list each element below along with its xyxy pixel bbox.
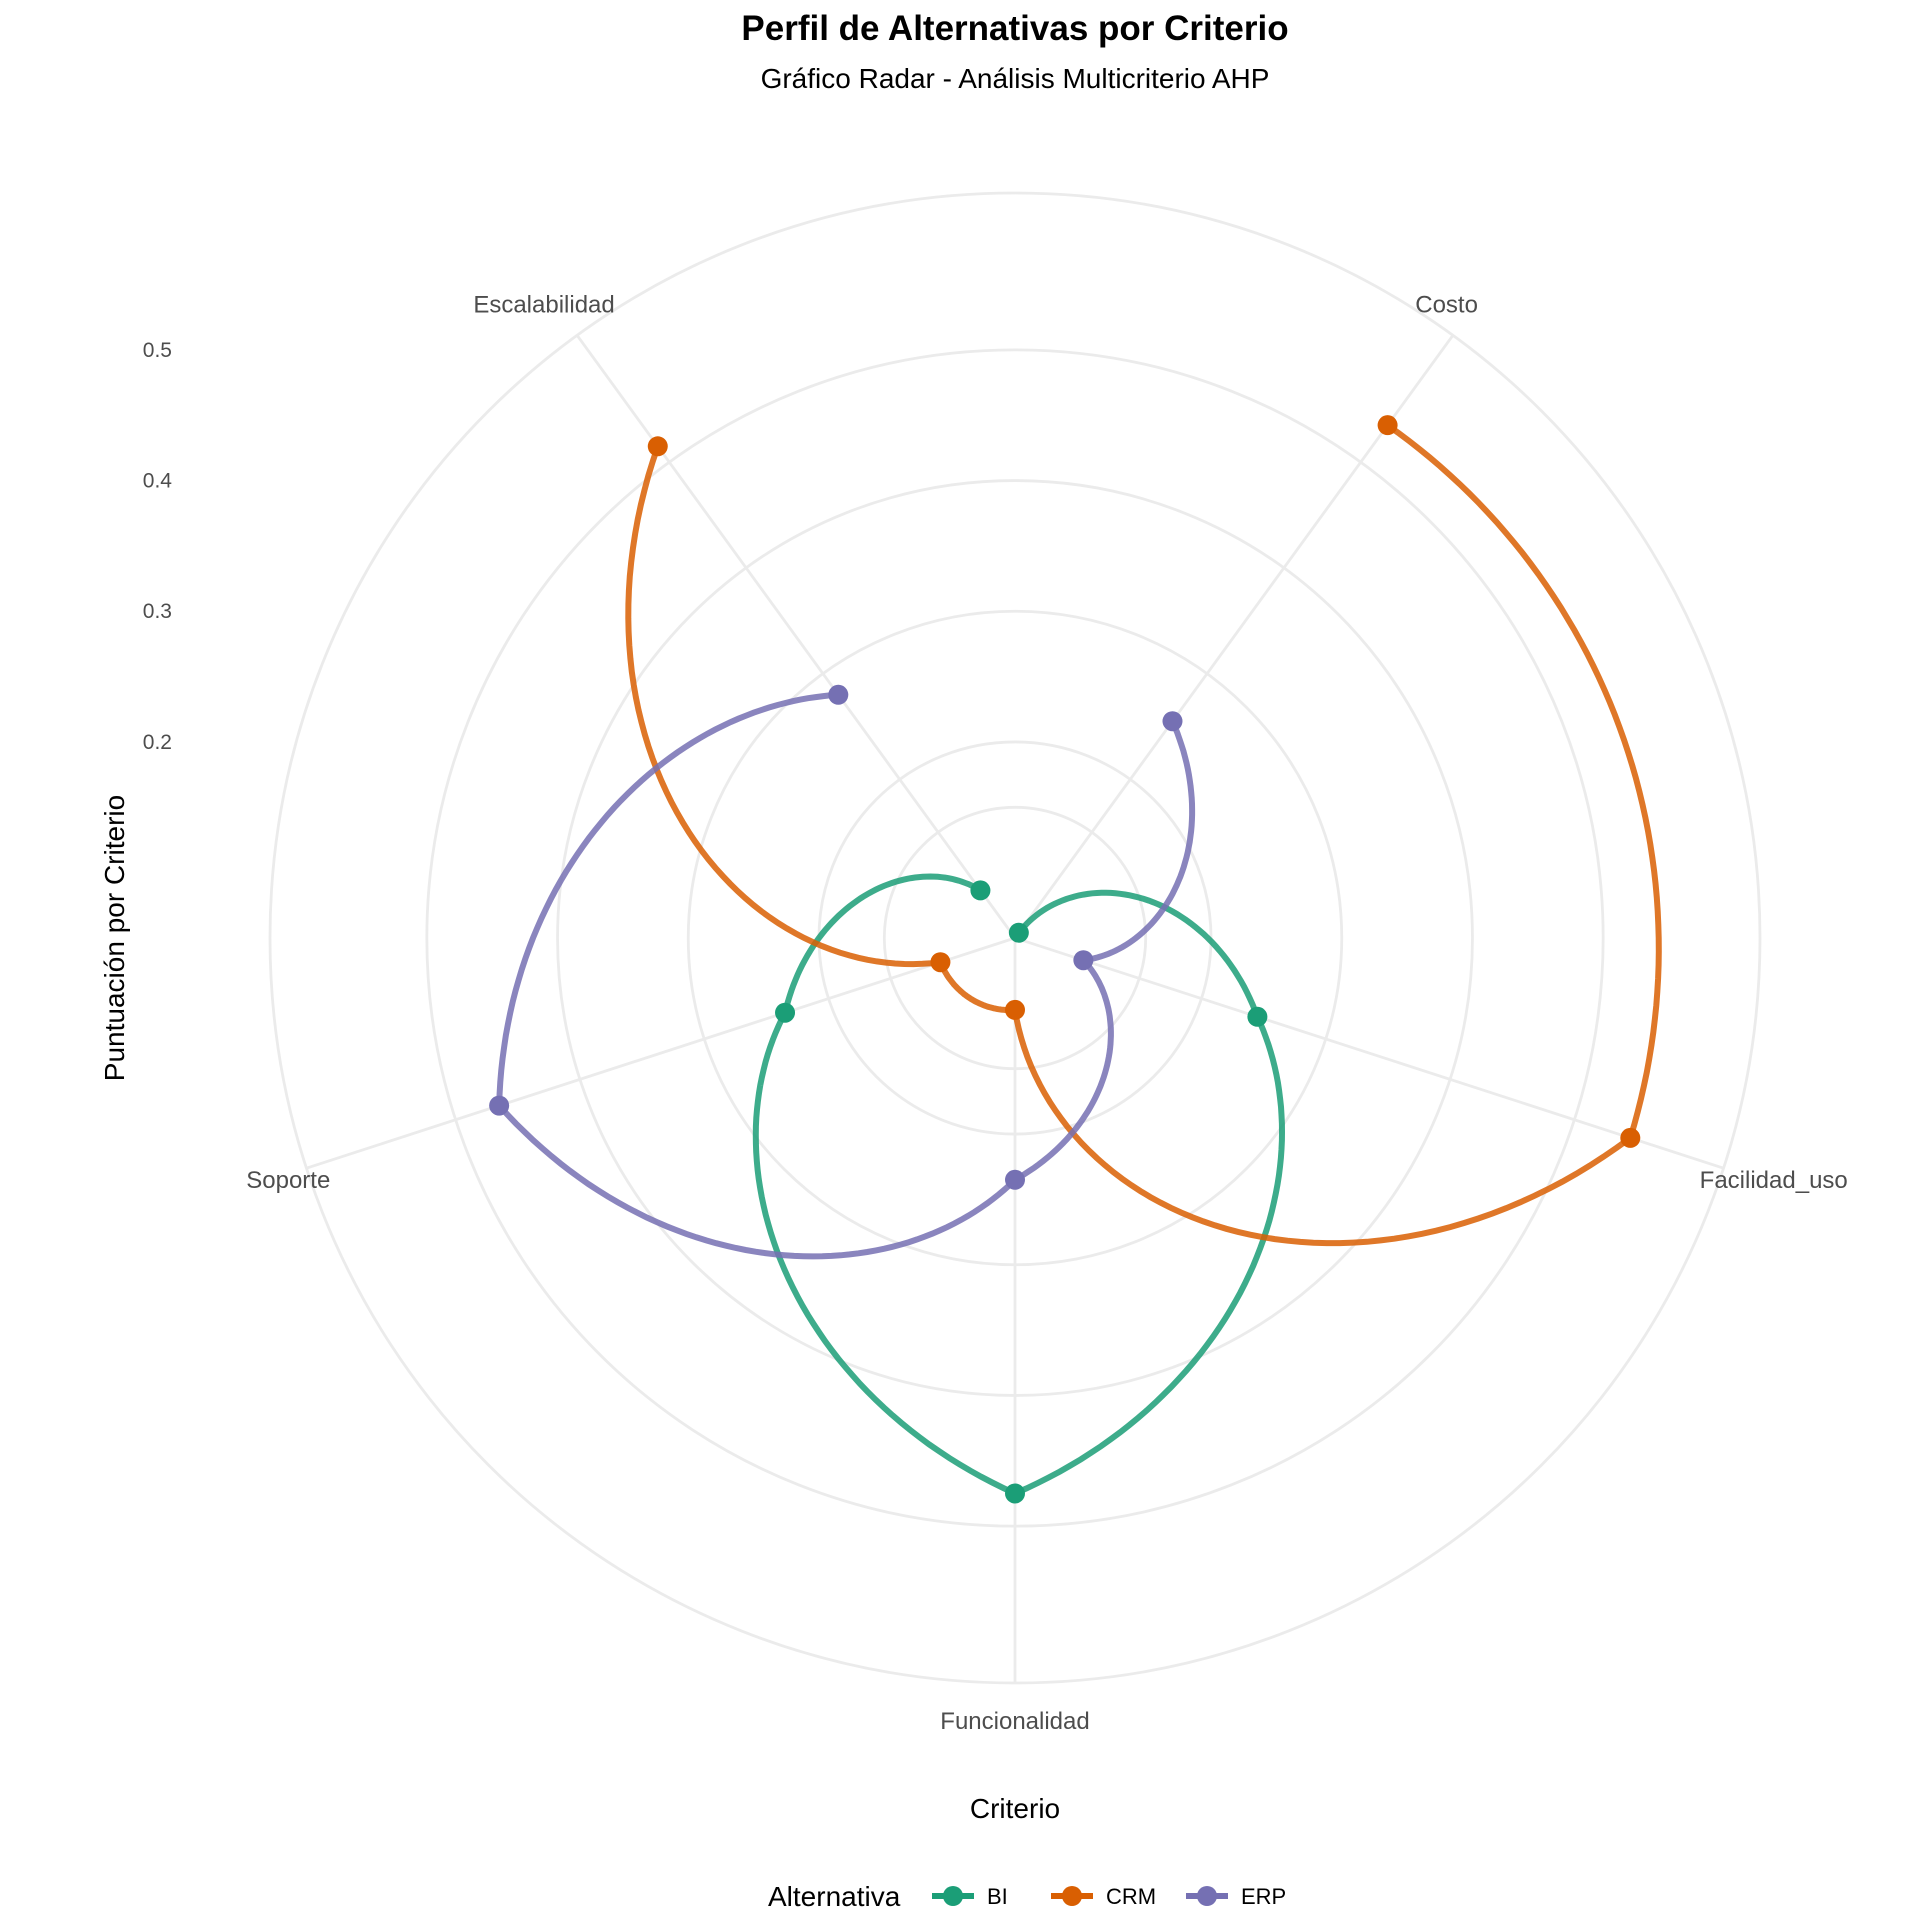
point-bi-escalabilidad — [970, 880, 991, 901]
radial-tick-label: 0.5 — [143, 339, 172, 362]
spoke-soporte — [306, 936, 1016, 1170]
legend-key-point — [943, 1886, 963, 1906]
point-erp-costo — [1162, 711, 1183, 732]
chart-title: Perfil de Alternativas por Criterio — [741, 9, 1288, 48]
point-erp-facilidad_uso — [1073, 950, 1094, 971]
chart-subtitle: Gráfico Radar - Análisis Multicriterio A… — [761, 63, 1270, 94]
legend-label: CRM — [1106, 1884, 1156, 1909]
series-bi — [752, 873, 1286, 1504]
legend-key-point — [1197, 1886, 1217, 1906]
legend-items: BI CRM ERP — [932, 1884, 1286, 1909]
category-label-escalabilidad: Escalabilidad — [473, 292, 614, 319]
legend-title: Alternativa — [768, 1881, 901, 1912]
legend-item-crm: CRM — [1051, 1884, 1156, 1909]
category-label-facilidad_uso: Facilidad_uso — [1700, 1167, 1848, 1194]
legend: Alternativa BI CRM ERP — [768, 1881, 1286, 1912]
series-erp — [489, 684, 1196, 1260]
spoke-costo — [1013, 334, 1455, 939]
point-crm-costo — [1377, 415, 1398, 436]
point-bi-funcionalidad — [1005, 1483, 1025, 1504]
point-crm-escalabilidad — [647, 436, 668, 457]
point-erp-funcionalidad — [1005, 1169, 1025, 1190]
series-line-erp — [496, 691, 1196, 1260]
radial-tick-label: 0.4 — [143, 470, 173, 493]
spoke-facilidad_uso — [1014, 936, 1724, 1170]
radar-grid — [268, 191, 1762, 1685]
category-labels: Costo Facilidad_uso Funcionalidad Soporte Es… — [246, 292, 1848, 1735]
legend-key-point — [1062, 1886, 1082, 1906]
series-line-crm — [625, 422, 1662, 1247]
point-bi-soporte — [775, 1002, 796, 1023]
radial-tick-label: 0.3 — [143, 600, 172, 623]
point-crm-facilidad_uso — [1620, 1127, 1641, 1148]
radial-tick-label: 0.2 — [143, 731, 172, 754]
legend-label: BI — [987, 1884, 1008, 1909]
series-layer — [489, 415, 1662, 1504]
spoke-escalabilidad — [575, 334, 1017, 939]
point-bi-costo — [1008, 922, 1029, 943]
point-erp-escalabilidad — [828, 684, 849, 705]
point-bi-facilidad_uso — [1247, 1006, 1268, 1027]
legend-item-bi: BI — [932, 1884, 1008, 1909]
category-label-funcionalidad: Funcionalidad — [940, 1708, 1089, 1735]
point-crm-soporte — [930, 952, 951, 973]
point-erp-soporte — [489, 1095, 510, 1116]
legend-label: ERP — [1241, 1884, 1286, 1909]
point-crm-funcionalidad — [1005, 999, 1025, 1020]
x-axis-title: Criterio — [970, 1793, 1060, 1824]
legend-item-erp: ERP — [1186, 1884, 1286, 1909]
category-label-soporte: Soporte — [246, 1167, 330, 1194]
radial-tick-labels: 0.2 0.3 0.4 0.5 — [143, 339, 173, 754]
y-axis-title: Puntuación por Criterio — [99, 795, 130, 1081]
category-label-costo: Costo — [1415, 292, 1478, 319]
series-crm — [625, 415, 1662, 1247]
